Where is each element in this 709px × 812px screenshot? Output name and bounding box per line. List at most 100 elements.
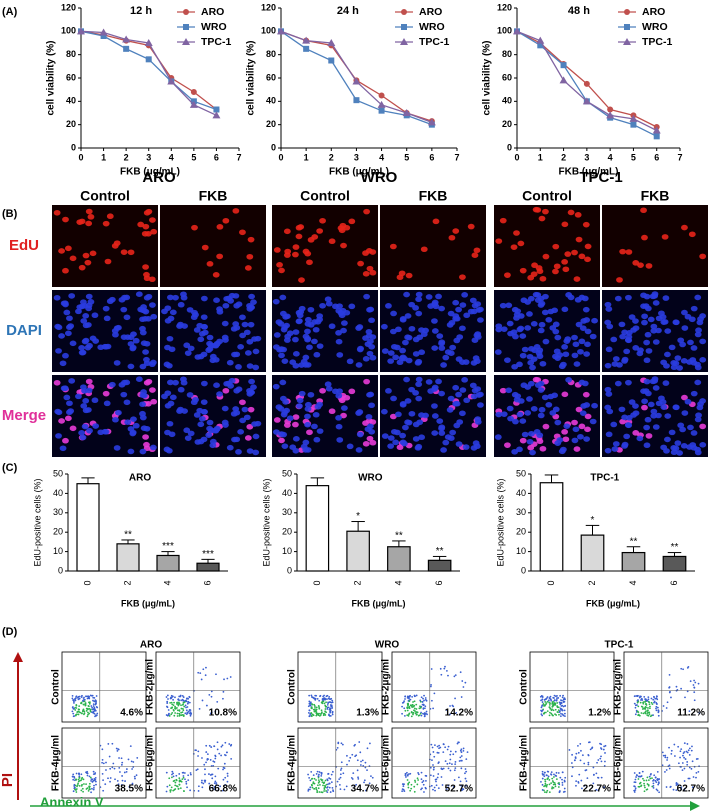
event-dot [548, 779, 551, 781]
y-tick-label: 120 [261, 2, 276, 12]
nucleus [422, 412, 429, 419]
event-dot [180, 704, 182, 707]
nucleus [246, 448, 254, 454]
nucleus [298, 390, 306, 397]
nucleus [455, 356, 463, 362]
marker [537, 42, 544, 49]
event-dot [554, 785, 557, 788]
event-dot [541, 696, 544, 698]
nucleus [365, 414, 373, 420]
cell-line-title: WRO [361, 169, 398, 186]
nucleus [196, 322, 204, 329]
nucleus [604, 362, 612, 369]
nucleus [554, 440, 562, 446]
marker [582, 97, 591, 105]
event-dot [655, 705, 658, 708]
nucleus [68, 293, 76, 299]
event-dot [464, 772, 466, 775]
nucleus [166, 335, 174, 342]
nucleus [394, 411, 402, 418]
nucleus [404, 398, 412, 404]
event-dot [433, 786, 436, 789]
event-dot [410, 715, 413, 718]
event-dot [675, 789, 678, 792]
event-dot [432, 751, 435, 753]
event-dot [316, 784, 319, 787]
event-dot [324, 705, 327, 708]
event-dot [597, 776, 599, 779]
event-dot [325, 790, 327, 792]
nucleus [507, 415, 514, 422]
event-dot [215, 782, 218, 784]
event-dot [562, 714, 565, 717]
event-dot [571, 766, 574, 769]
nucleus [172, 379, 179, 386]
event-dot [574, 756, 577, 758]
nucleus [660, 404, 668, 410]
event-dot [337, 742, 340, 745]
nucleus [526, 311, 533, 317]
event-dot [359, 764, 362, 766]
event-dot [371, 776, 374, 779]
event-dot [434, 744, 436, 746]
event-dot [228, 743, 231, 745]
event-dot [460, 751, 463, 754]
group-title: TPC-1 [605, 640, 634, 651]
event-dot [78, 785, 81, 787]
event-dot [132, 761, 135, 763]
event-dot [670, 749, 673, 752]
nucleus [368, 317, 375, 324]
event-dot [437, 752, 440, 754]
event-dot [74, 706, 77, 709]
event-dot [546, 696, 549, 698]
event-dot [636, 701, 639, 704]
event-dot [549, 695, 552, 698]
nucleus [366, 435, 374, 442]
event-dot [121, 775, 123, 777]
event-dot [432, 764, 434, 766]
event-dot [554, 783, 557, 786]
nucleus [69, 425, 77, 432]
nucleus [78, 430, 86, 436]
event-dot [171, 703, 174, 706]
nucleus [226, 444, 234, 451]
series-line [280, 30, 433, 123]
event-dot [340, 742, 343, 745]
nucleus [589, 418, 597, 425]
event-dot [459, 749, 462, 752]
nucleus [363, 378, 371, 385]
event-dot [648, 713, 651, 716]
event-dot [548, 714, 551, 717]
event-dot [101, 772, 104, 775]
event-dot [71, 775, 74, 778]
event-dot [331, 786, 334, 789]
event-dot [462, 749, 465, 752]
event-dot [604, 744, 607, 747]
event-dot [647, 698, 650, 701]
nucleus [235, 301, 243, 307]
event-dot [599, 742, 601, 745]
event-dot [432, 768, 435, 771]
event-dot [167, 709, 170, 711]
event-dot [413, 785, 416, 788]
event-dot [204, 773, 206, 776]
nucleus [632, 345, 640, 351]
nucleus [369, 249, 377, 255]
nucleus [55, 409, 63, 416]
event-dot [643, 707, 645, 710]
event-dot [133, 775, 136, 778]
event-dot [170, 789, 172, 791]
event-dot [81, 787, 84, 790]
event-dot [80, 712, 83, 715]
marker [378, 92, 385, 99]
event-dot [125, 768, 128, 770]
event-dot [204, 781, 206, 783]
nucleus [507, 330, 514, 337]
event-dot [186, 697, 188, 700]
nucleus [625, 337, 633, 344]
event-dot [313, 787, 316, 790]
event-dot [423, 715, 426, 718]
event-dot [176, 715, 179, 717]
event-dot [460, 759, 462, 762]
event-dot [684, 696, 686, 699]
